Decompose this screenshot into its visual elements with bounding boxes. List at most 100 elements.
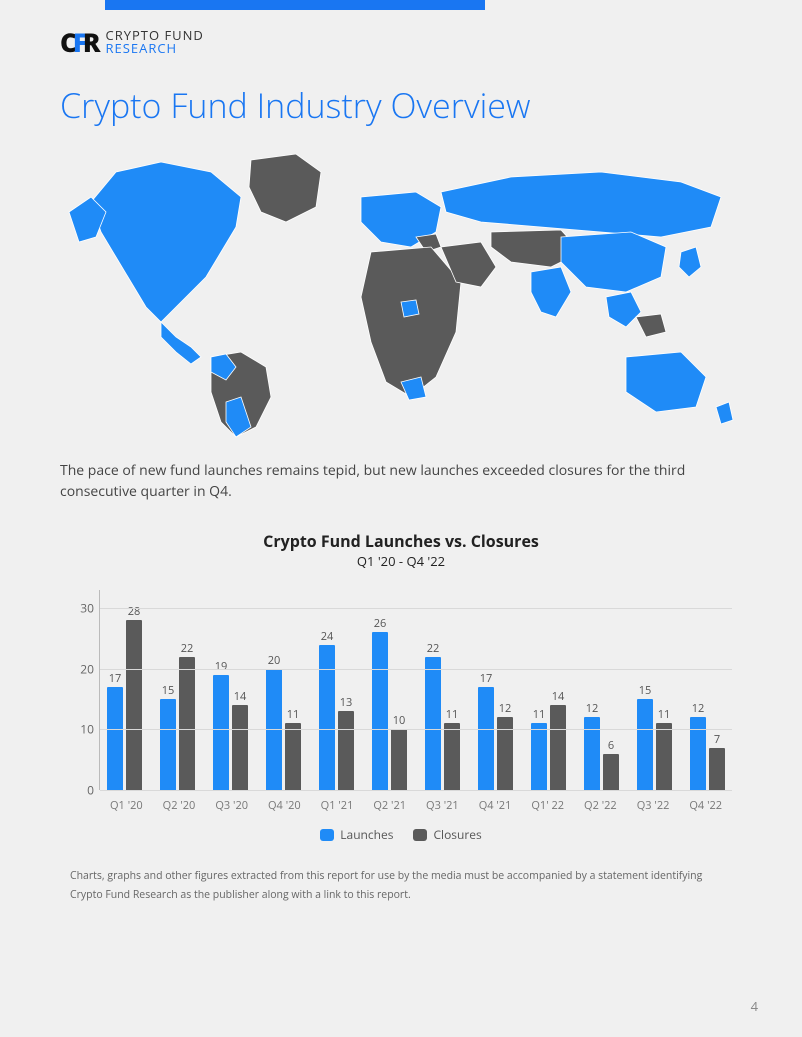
legend-swatch: [413, 829, 427, 841]
bar-group: 2011: [259, 590, 308, 790]
x-tick-label: Q2 '21: [363, 792, 416, 820]
bar-value-label: 10: [393, 713, 406, 728]
x-tick-label: Q1' 22: [521, 792, 574, 820]
x-tick-label: Q3 '20: [205, 792, 258, 820]
bar-value-label: 20: [268, 653, 281, 668]
closures-bar: 11: [444, 723, 460, 790]
launches-bar: 12: [690, 717, 706, 790]
legend-swatch: [320, 829, 334, 841]
launches-bar: 12: [584, 717, 600, 790]
bar-value-label: 11: [446, 707, 459, 722]
bar-value-label: 24: [321, 629, 334, 644]
bar-value-label: 15: [639, 683, 652, 698]
bar-group: 2413: [312, 590, 361, 790]
x-tick-label: Q2 '20: [153, 792, 206, 820]
x-tick-label: Q1 '20: [100, 792, 153, 820]
chart-legend: Launches Closures: [60, 826, 742, 843]
x-tick-label: Q4 '20: [258, 792, 311, 820]
logo-mark: C F R: [60, 24, 100, 60]
y-tick-label: 10: [80, 721, 94, 738]
closures-bar: 11: [656, 723, 672, 790]
closures-bar: 6: [603, 754, 619, 790]
closures-bar: 10: [391, 729, 407, 790]
x-tick-label: Q2 '22: [574, 792, 627, 820]
chart-subtitle: Q1 '20 - Q4 '22: [60, 552, 742, 570]
bar-value-label: 17: [480, 671, 493, 686]
bar-value-label: 14: [552, 689, 565, 704]
bar-value-label: 28: [128, 604, 141, 619]
bar-value-label: 7: [714, 732, 720, 747]
closures-bar: 13: [338, 711, 354, 790]
bar-value-label: 15: [162, 683, 175, 698]
grid-line: [100, 729, 732, 730]
launches-bar: 19: [213, 675, 229, 790]
bar-group: 126: [577, 590, 626, 790]
world-map: [60, 142, 742, 442]
map-caption: The pace of new fund launches remains te…: [60, 460, 742, 502]
footer-disclaimer: Charts, graphs and other figures extract…: [60, 867, 742, 905]
x-tick-label: Q3 '22: [627, 792, 680, 820]
legend-label: Launches: [340, 826, 393, 843]
bar-value-label: 11: [533, 707, 546, 722]
bar-value-label: 22: [427, 641, 440, 656]
bar-group: 2610: [365, 590, 414, 790]
bar-group: 1712: [471, 590, 520, 790]
header-accent-bar: [105, 0, 485, 10]
launches-bar: 24: [319, 645, 335, 790]
x-tick-label: Q4 '21: [469, 792, 522, 820]
x-tick-label: Q4 '22: [679, 792, 732, 820]
x-tick-label: Q3 '21: [416, 792, 469, 820]
closures-bar: 14: [550, 705, 566, 790]
bar-group: 1728: [100, 590, 149, 790]
chart-title: Crypto Fund Launches vs. Closures: [60, 530, 742, 552]
bar-group: 1114: [524, 590, 573, 790]
grid-line: [100, 790, 732, 791]
launches-bar: 15: [637, 699, 653, 790]
launches-bar: 15: [160, 699, 176, 790]
bar-value-label: 17: [109, 671, 122, 686]
page-number: 4: [751, 997, 758, 1015]
x-tick-label: Q1 '21: [311, 792, 364, 820]
bar-group: 1511: [630, 590, 679, 790]
grid-line: [100, 669, 732, 670]
page-title: Crypto Fund Industry Overview: [60, 82, 742, 128]
bars-container: 1728152219142011241326102211171211141261…: [100, 590, 732, 790]
bar-group: 1522: [153, 590, 202, 790]
logo-text: CRYPTO FUND RESEARCH: [106, 29, 204, 55]
page: C F R CRYPTO FUND RESEARCH Crypto Fund I…: [0, 0, 802, 1037]
grid-line: [100, 608, 732, 609]
legend-label: Closures: [433, 826, 481, 843]
bar-value-label: 6: [608, 738, 614, 753]
launches-bar: 17: [478, 687, 494, 790]
legend-item: Launches: [320, 826, 393, 843]
launches-bar: 22: [425, 657, 441, 790]
legend-item: Closures: [413, 826, 481, 843]
closures-bar: 12: [497, 717, 513, 790]
closures-bar: 28: [126, 620, 142, 790]
bar-value-label: 26: [374, 616, 387, 631]
closures-bar: 11: [285, 723, 301, 790]
brand-logo: C F R CRYPTO FUND RESEARCH: [60, 24, 742, 60]
bar-group: 1914: [206, 590, 255, 790]
closures-bar: 14: [232, 705, 248, 790]
bar-value-label: 12: [499, 701, 512, 716]
bar-value-label: 14: [234, 689, 247, 704]
launches-bar: 11: [531, 723, 547, 790]
bar-value-label: 13: [340, 695, 353, 710]
launches-bar: 26: [372, 632, 388, 790]
launches-bar: 17: [107, 687, 123, 790]
y-tick-label: 20: [80, 660, 94, 677]
bar-chart: 0102030 17281522191420112413261022111712…: [60, 580, 742, 820]
y-axis: 0102030: [60, 590, 100, 790]
bar-value-label: 12: [692, 701, 705, 716]
bar-value-label: 12: [586, 701, 599, 716]
closures-bar: 22: [179, 657, 195, 790]
y-tick-label: 0: [87, 782, 94, 799]
closures-bar: 7: [709, 748, 725, 790]
y-tick-label: 30: [80, 600, 94, 617]
world-map-svg: [60, 142, 742, 442]
x-axis-labels: Q1 '20Q2 '20Q3 '20Q4 '20Q1 '21Q2 '21Q3 '…: [100, 792, 732, 820]
y-axis-line: [99, 590, 100, 790]
logo-letter-r: R: [83, 24, 100, 60]
bar-value-label: 19: [215, 659, 228, 674]
